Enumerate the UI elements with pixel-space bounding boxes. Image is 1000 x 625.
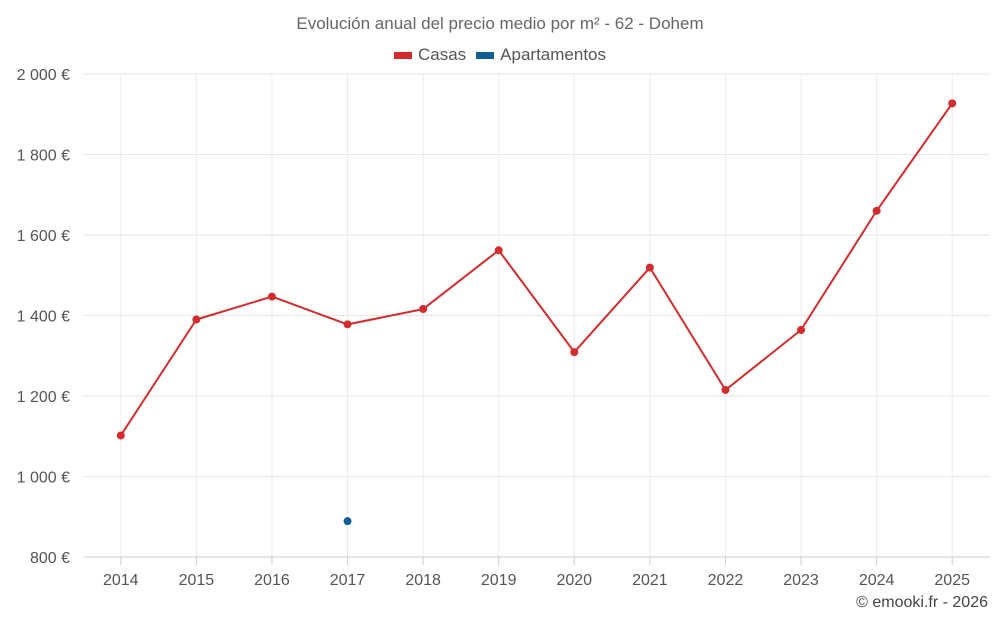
y-tick-label: 1 400 € [17, 309, 70, 326]
data-point-casas [872, 206, 881, 215]
data-point-casas [419, 305, 428, 314]
chart-title: Evolución anual del precio medio por m² … [296, 14, 704, 33]
data-point-casas [494, 246, 503, 255]
y-tick-label: 800 € [30, 550, 70, 567]
x-tick-label: 2020 [556, 572, 592, 589]
data-point-casas [192, 315, 201, 324]
x-tick-label: 2021 [632, 572, 668, 589]
y-tick-label: 1 200 € [17, 389, 70, 406]
chart-legend: Casas Apartamentos [0, 45, 1000, 65]
data-point-casas [267, 292, 276, 301]
x-tick-label: 2017 [330, 572, 366, 589]
data-point-casas [570, 348, 579, 357]
y-tick-label: 2 000 € [17, 67, 70, 84]
y-tick-label: 1 800 € [17, 148, 70, 165]
legend-label-apartamentos: Apartamentos [500, 45, 607, 64]
legend-swatch-apartamentos [476, 51, 495, 59]
series-line-casas [119, 102, 954, 436]
y-tick-label: 1 600 € [17, 228, 70, 245]
legend-label-casas: Casas [417, 45, 467, 64]
data-point-casas [797, 325, 806, 334]
x-tick-label: 2016 [254, 572, 290, 589]
data-point-apartamentos [343, 517, 352, 526]
x-tick-label: 2015 [179, 572, 215, 589]
x-tick-label: 2022 [708, 572, 744, 589]
data-point-casas [645, 263, 654, 272]
x-tick-label: 2024 [859, 572, 895, 589]
x-tick-label: 2025 [934, 572, 970, 589]
x-tick-label: 2023 [783, 572, 819, 589]
data-point-casas [343, 320, 352, 329]
x-tick-label: 2018 [405, 572, 441, 589]
data-point-casas [116, 431, 125, 440]
data-point-casas [721, 385, 730, 394]
x-tick-label: 2019 [481, 572, 517, 589]
legend-swatch-casas [393, 51, 412, 59]
x-tick-label: 2014 [103, 572, 139, 589]
legend-item-casas[interactable]: Casas [393, 45, 467, 65]
legend-item-apartamentos[interactable]: Apartamentos [476, 45, 606, 65]
credit-text: © emooki.fr - 2026 [856, 594, 988, 611]
y-tick-label: 1 000 € [17, 470, 70, 487]
data-point-casas [948, 99, 957, 108]
